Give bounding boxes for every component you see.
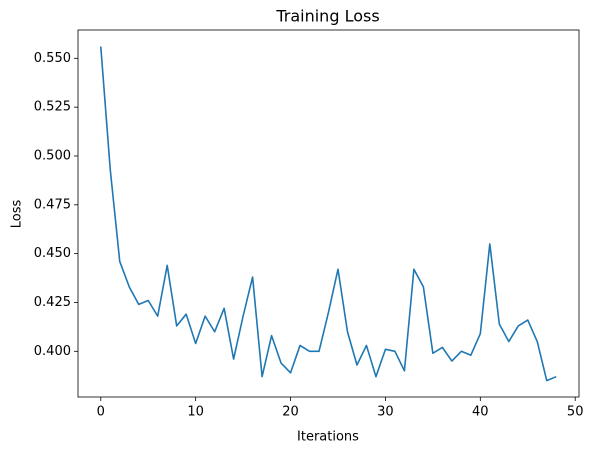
plot-frame — [77, 29, 580, 398]
x-tick-label: 20 — [282, 405, 299, 420]
x-axis-label: Iterations — [297, 430, 359, 445]
y-axis-label: Loss — [10, 200, 25, 229]
x-tick-label: 40 — [472, 405, 489, 420]
chart-title: Training Loss — [275, 7, 379, 26]
x-tick-label: 0 — [97, 405, 105, 420]
y-tick-label: 0.525 — [34, 100, 71, 115]
loss-line — [99, 46, 557, 382]
y-tick-label: 0.550 — [34, 51, 71, 66]
y-tick-label: 0.425 — [34, 295, 71, 310]
y-tick-label: 0.500 — [34, 148, 71, 163]
x-tick-label: 30 — [377, 405, 394, 420]
y-tick-label: 0.450 — [34, 246, 71, 261]
y-tick-label: 0.475 — [34, 197, 71, 212]
x-tick-label: 10 — [187, 405, 204, 420]
y-tick-label: 0.400 — [34, 344, 71, 359]
x-tick-label: 50 — [567, 405, 584, 420]
